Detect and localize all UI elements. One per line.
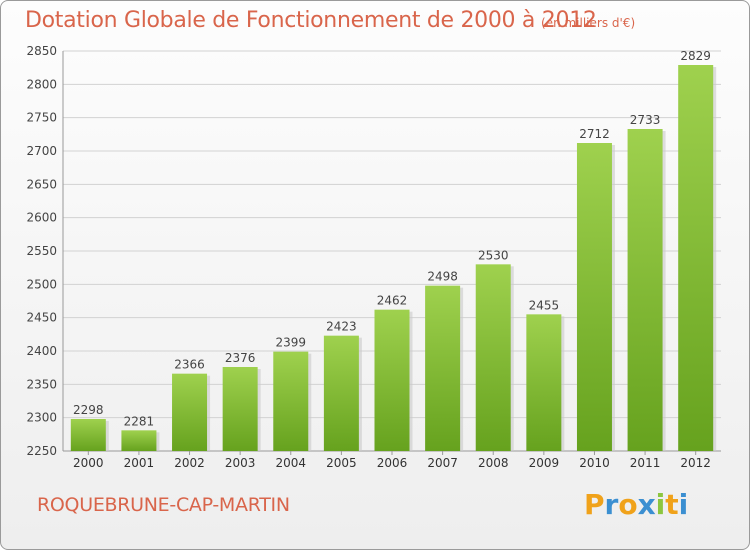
bar-2001 (121, 430, 157, 451)
x-tick-label: 2004 (275, 456, 306, 470)
bar-2005 (323, 335, 359, 451)
x-tick-label: 2011 (630, 456, 661, 470)
y-tick-label: 2250 (26, 444, 57, 458)
bar-2002 (172, 373, 208, 451)
bar-value-label: 2829 (680, 49, 711, 63)
bar-2006 (374, 309, 410, 451)
chart-subtitle: (en milliers d'€) (541, 16, 636, 30)
x-tick-label: 2008 (478, 456, 509, 470)
y-tick-label: 2550 (26, 244, 57, 258)
bar-2000 (70, 419, 106, 451)
y-tick-label: 2600 (26, 211, 57, 225)
bar-2012 (678, 65, 714, 451)
y-tick-label: 2850 (26, 44, 57, 58)
x-tick-label: 2001 (124, 456, 155, 470)
bar-value-label: 2498 (427, 270, 458, 284)
bar-2007 (425, 285, 461, 451)
city-name: ROQUEBRUNE-CAP-MARTIN (37, 494, 290, 516)
x-tick-label: 2005 (326, 456, 357, 470)
chart-title: Dotation Globale de Fonctionnement de 20… (25, 8, 597, 33)
bar-2003 (222, 367, 258, 451)
proxiti-logo: Proxiti (584, 488, 689, 521)
x-tick-label: 2010 (579, 456, 610, 470)
x-tick-label: 2009 (529, 456, 560, 470)
bar-value-label: 2733 (630, 113, 661, 127)
bar-2011 (627, 129, 663, 451)
bar-value-label: 2366 (174, 358, 205, 372)
bar-2010 (576, 143, 612, 451)
bar-value-label: 2399 (275, 336, 306, 350)
y-tick-label: 2700 (26, 144, 57, 158)
x-tick-label: 2003 (225, 456, 256, 470)
bar-value-label: 2712 (579, 127, 610, 141)
x-tick-label: 2012 (680, 456, 711, 470)
bar-value-label: 2423 (326, 320, 357, 334)
x-tick-label: 2000 (73, 456, 104, 470)
bar-2009 (526, 314, 562, 451)
y-tick-label: 2300 (26, 411, 57, 425)
y-tick-label: 2500 (26, 277, 57, 291)
bar-value-label: 2298 (73, 403, 104, 417)
y-tick-label: 2450 (26, 311, 57, 325)
bar-value-label: 2462 (377, 294, 408, 308)
y-tick-label: 2800 (26, 77, 57, 91)
x-tick-label: 2006 (377, 456, 408, 470)
bar-value-label: 2376 (225, 351, 256, 365)
bar-value-label: 2530 (478, 248, 509, 262)
bar-value-label: 2455 (529, 298, 560, 312)
bar-value-label: 2281 (124, 414, 155, 428)
x-tick-label: 2002 (174, 456, 205, 470)
y-tick-label: 2400 (26, 344, 57, 358)
bar-2008 (475, 264, 511, 451)
y-tick-label: 2750 (26, 111, 57, 125)
bar-2004 (273, 351, 309, 451)
y-tick-label: 2350 (26, 377, 57, 391)
y-tick-label: 2650 (26, 177, 57, 191)
x-tick-label: 2007 (427, 456, 458, 470)
